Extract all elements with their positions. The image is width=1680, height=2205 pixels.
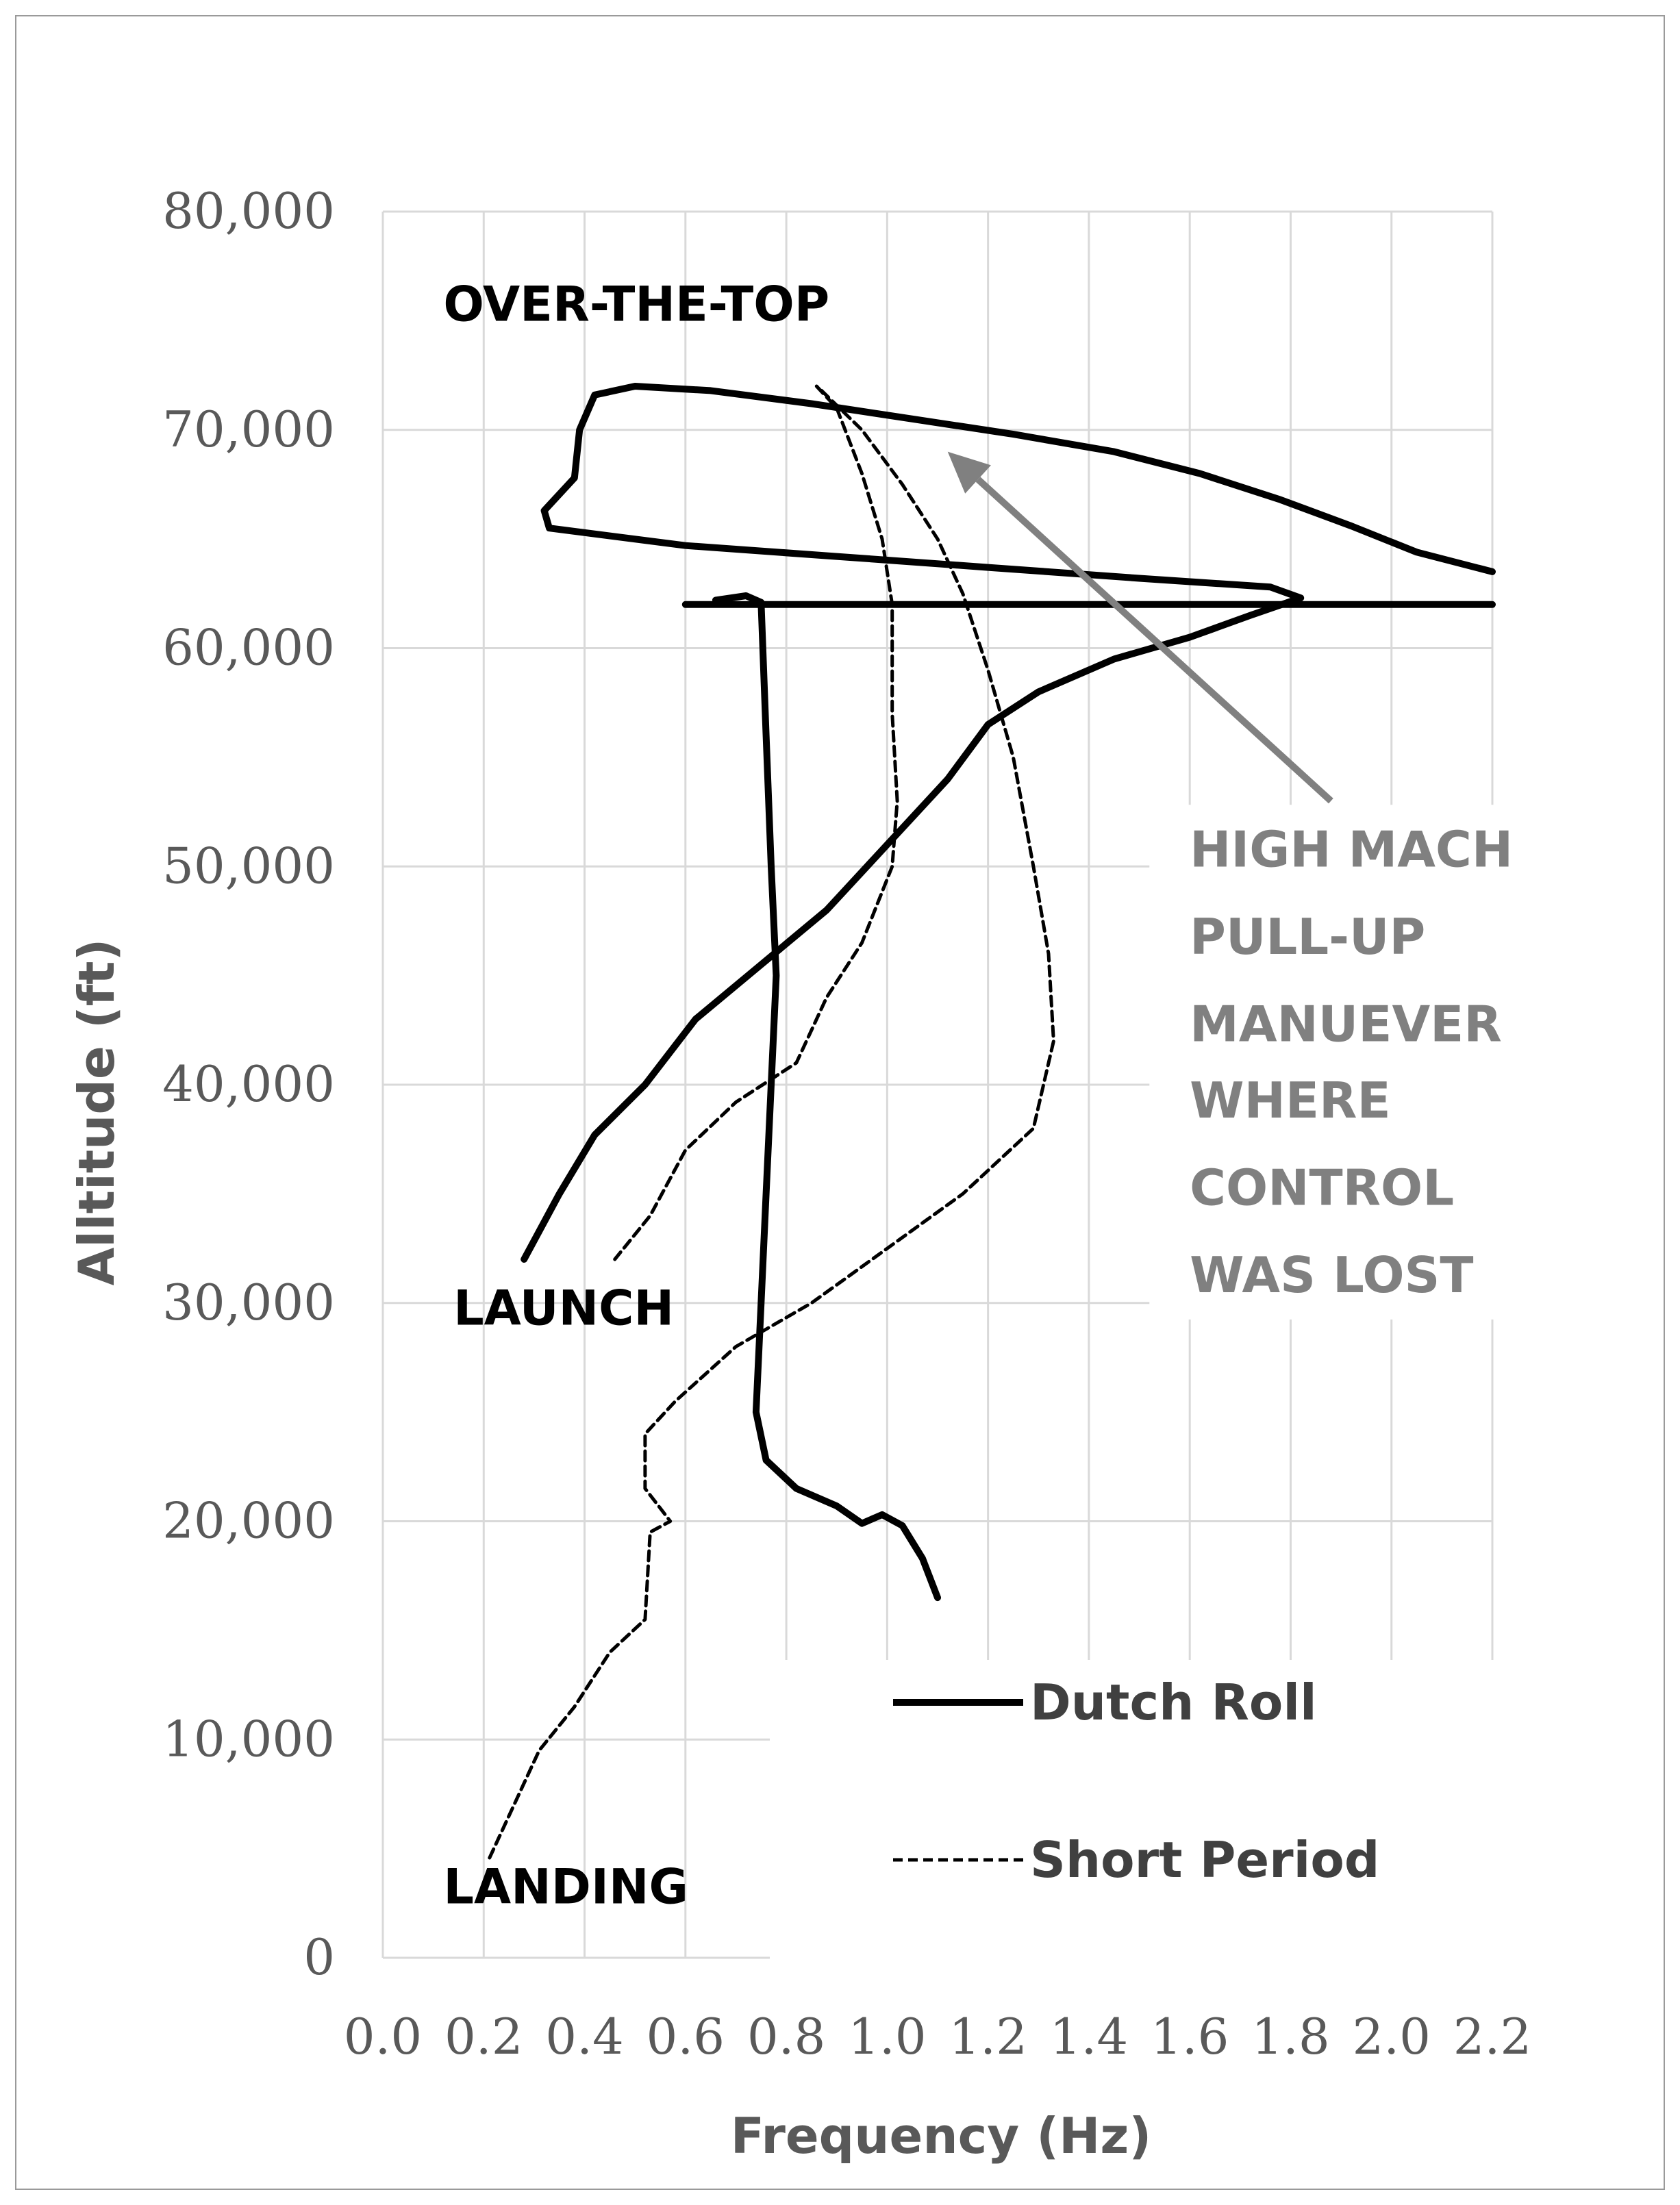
y-tick-label: 30,000: [162, 1274, 335, 1331]
y-tick-label: 50,000: [162, 837, 335, 894]
annotation-label: CONTROL: [1190, 1159, 1454, 1216]
x-tick-label: 0.6: [647, 2008, 725, 2065]
x-tick-label: 1.2: [949, 2008, 1027, 2065]
y-tick-label: 70,000: [162, 401, 335, 458]
annotation-label: HIGH MACH: [1190, 820, 1513, 878]
y-tick-label: 0: [303, 1928, 335, 1986]
annotation-label: PULL-UP: [1190, 908, 1425, 966]
x-tick-label: 0.4: [545, 2008, 624, 2065]
annotation-label: LAUNCH: [453, 1281, 674, 1337]
y-tick-label: 20,000: [162, 1492, 335, 1550]
arrow-head: [947, 451, 991, 494]
x-tick-label: 1.0: [848, 2008, 927, 2065]
legend-box: [770, 1660, 1509, 1961]
x-tick-label: 1.4: [1050, 2008, 1129, 2065]
x-axis-title: Frequency (Hz): [731, 2107, 1151, 2165]
callout-backing: [1149, 805, 1520, 1320]
chart-frame: 0 10,000 20,000 30,000 40,000 50,000 60,000 70,…: [15, 15, 1665, 2190]
x-tick-label: 1.6: [1151, 2008, 1229, 2065]
y-tick-label: 80,000: [162, 182, 335, 240]
y-tick-labels: 0 10,000 20,000 30,000 40,000 50,000 60,000 70,…: [162, 182, 335, 1986]
annotation-label: OVER-THE-TOP: [443, 276, 829, 332]
legend-dutch-roll-label: Dutch Roll: [1030, 1674, 1317, 1731]
annotation-label: LANDING: [443, 1859, 688, 1915]
legend-short-period-label: Short Period: [1030, 1831, 1379, 1889]
dutch-roll-line: [712, 592, 941, 1602]
x-tick-label: 0.0: [344, 2008, 423, 2065]
callout-arrow: [947, 451, 1333, 804]
x-tick-label: 0.2: [444, 2008, 523, 2065]
annotation-label: WAS LOST: [1190, 1246, 1473, 1304]
arrow-shaft: [975, 477, 1333, 804]
chart: 0 10,000 20,000 30,000 40,000 50,000 60,000 70,…: [68, 182, 1532, 2165]
x-tick-label: 0.8: [747, 2008, 826, 2065]
y-tick-label: 60,000: [162, 619, 335, 677]
y-axis-title: Alltitude (ft): [68, 939, 125, 1286]
short-period-line: [613, 384, 899, 1261]
x-tick-label: 2.2: [1453, 2008, 1532, 2065]
legend: Dutch Roll Short Period: [770, 1660, 1509, 1961]
series: [487, 383, 1496, 1862]
annotation-label: WHERE: [1190, 1072, 1390, 1129]
annotations: OVER-THE-TOP LAUNCH LANDING HIGH MACH PULL-U…: [443, 276, 1520, 1915]
x-tick-label: 1.8: [1251, 2008, 1330, 2065]
y-tick-label: 10,000: [162, 1710, 335, 1767]
dutch-roll-line: [521, 383, 1496, 1263]
x-tick-labels: 0.0 0.2 0.4 0.6 0.8 1.0 1.2 1.4 1.6 1.8 2.0 2.2: [344, 2008, 1532, 2065]
annotation-label: MANUEVER: [1190, 995, 1502, 1053]
short-period-line: [487, 388, 1055, 1862]
y-tick-label: 40,000: [162, 1055, 335, 1113]
x-tick-label: 2.0: [1352, 2008, 1431, 2065]
